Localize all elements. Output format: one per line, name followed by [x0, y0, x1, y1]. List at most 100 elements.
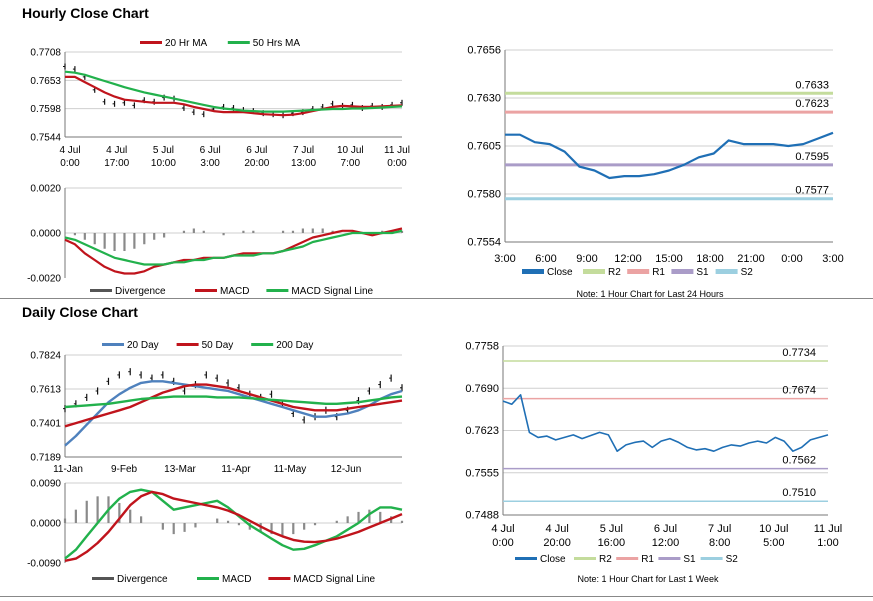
- hourly-ma-x-tick: 7:00: [341, 158, 361, 169]
- daily-ma-series-line: [64, 383, 403, 428]
- daily-pivot-x-tick: 16:00: [598, 537, 626, 549]
- bottom-divider: [0, 596, 873, 597]
- hourly-pivot-y-tick: 0.7605: [467, 141, 501, 153]
- daily-pivot-x-tick: 6 Jul: [654, 523, 677, 535]
- daily-macd-y-tick: 0.0000: [30, 519, 61, 530]
- daily-ma-series-line: [64, 380, 403, 447]
- daily-pivot-legend-label: R1: [641, 554, 654, 565]
- daily-section-title: Daily Close Chart: [22, 304, 138, 320]
- section-divider: [0, 298, 873, 299]
- hourly-pivot-y-tick: 0.7656: [467, 45, 501, 57]
- hourly-pivot-x-tick: 21:00: [737, 253, 765, 265]
- daily-pivot-x-tick: 1:00: [817, 537, 838, 549]
- hourly-pivot-x-tick: 3:00: [494, 253, 515, 265]
- daily-macd-y-tick: 0.0090: [30, 479, 61, 490]
- hourly-ma-x-tick: 13:00: [291, 158, 316, 169]
- hourly-ma-x-tick: 17:00: [104, 158, 129, 169]
- daily-pivot-level-label: 0.7674: [782, 385, 816, 397]
- daily-ma-legend-label: 20 Day: [127, 340, 159, 351]
- hourly-pivot-x-tick: 6:00: [535, 253, 556, 265]
- hourly-pivot-legend-label: Close: [547, 267, 573, 278]
- daily-ma-x-tick: 11-Jan: [53, 464, 83, 475]
- hourly-ma-x-tick: 4 Jul: [59, 145, 80, 156]
- hourly-ma-y-tick: 0.7544: [30, 133, 61, 144]
- hourly-pivot-legend-swatch: [583, 269, 605, 274]
- hourly-ma-x-tick: 11 Jul: [384, 145, 410, 156]
- daily-ma-x-tick: 12-Jun: [331, 464, 362, 475]
- daily-pivot-x-tick: 5:00: [763, 537, 784, 549]
- daily-ma-series-line: [64, 395, 403, 409]
- hourly-pivot-legend-swatch: [522, 269, 544, 274]
- hourly-pivot-x-tick: 3:00: [822, 253, 843, 265]
- hourly-ma-y-tick: 0.7708: [30, 48, 61, 59]
- hourly-pivot-close-line: [505, 131, 834, 180]
- hourly-ma-x-tick: 10 Jul: [337, 145, 364, 156]
- daily-pivot-y-tick: 0.7690: [465, 383, 499, 395]
- hourly-pivot-y-tick: 0.7554: [467, 237, 501, 249]
- hourly-macd-y-tick: 0.0000: [30, 229, 61, 240]
- hourly-macd-y-tick: 0.0020: [30, 184, 61, 195]
- hourly-pivot-level-label: 0.7595: [795, 151, 829, 163]
- hourly-pivot-y-tick: 0.7630: [467, 93, 501, 105]
- hourly-pivot-x-tick: 15:00: [655, 253, 683, 265]
- hourly-macd-legend-label: MACD: [220, 286, 249, 297]
- daily-pivot-x-tick: 12:00: [652, 537, 680, 549]
- daily-macd-y-tick: -0.0090: [27, 559, 61, 570]
- hourly-pivot-legend-swatch: [671, 269, 694, 274]
- daily-pivot-legend-label: Close: [540, 554, 566, 565]
- hourly-pivot-level-label: 0.7623: [795, 98, 829, 110]
- daily-pivot-y-tick: 0.7758: [465, 341, 499, 353]
- hourly-ma-series-line: [65, 75, 403, 117]
- hourly-ma-x-tick: 10:00: [151, 158, 176, 169]
- hourly-ma-series-line: [64, 70, 403, 113]
- hourly-macd-y-tick: -0.0020: [27, 274, 61, 285]
- daily-pivot-legend-label: S1: [683, 554, 696, 565]
- daily-pivot-y-tick: 0.7555: [465, 467, 499, 479]
- daily-pivot-x-tick: 4 Jul: [546, 523, 569, 535]
- daily-pivot-legend-label: S2: [726, 554, 739, 565]
- hourly-pivot-x-tick: 9:00: [576, 253, 597, 265]
- daily-ma-x-tick: 11-Apr: [221, 464, 251, 475]
- daily-ma-x-tick: 13-Mar: [164, 464, 196, 475]
- hourly-pivot-x-tick: 0:00: [781, 253, 802, 265]
- hourly-pivot-y-tick: 0.7580: [467, 189, 501, 201]
- hourly-ma-x-tick: 20:00: [244, 158, 269, 169]
- hourly-macd-series-line: [64, 229, 403, 266]
- hourly-ma-x-tick: 7 Jul: [293, 145, 314, 156]
- daily-pivot-x-tick: 20:00: [543, 537, 571, 549]
- hourly-section-title: Hourly Close Chart: [22, 5, 149, 21]
- hourly-pivot-legend-swatch: [715, 269, 738, 274]
- hourly-ma-y-tick: 0.7598: [30, 104, 61, 115]
- hourly-ma-x-tick: 3:00: [200, 158, 220, 169]
- hourly-pivot-note: Note: 1 Hour Chart for Last 24 Hours: [576, 289, 724, 299]
- daily-pivot-x-tick: 5 Jul: [600, 523, 623, 535]
- hourly-pivot-level-label: 0.7633: [795, 79, 829, 91]
- daily-pivot-x-tick: 7 Jul: [708, 523, 731, 535]
- daily-pivot-note: Note: 1 Hour Chart for Last 1 Week: [578, 574, 719, 584]
- hourly-macd-legend-label: Divergence: [115, 286, 166, 297]
- hourly-pivot-legend-label: S1: [696, 267, 709, 278]
- hourly-pivot-x-tick: 18:00: [696, 253, 724, 265]
- hourly-pivot-level-label: 0.7577: [795, 185, 829, 197]
- daily-pivot-legend-label: R2: [599, 554, 612, 565]
- daily-macd-legend-label: MACD Signal Line: [293, 574, 375, 585]
- hourly-ma-x-tick: 0:00: [387, 158, 407, 169]
- daily-macd-legend-label: MACD: [222, 574, 251, 585]
- hourly-ma-y-tick: 0.7653: [30, 76, 61, 87]
- daily-ma-y-tick: 0.7401: [30, 419, 61, 430]
- hourly-ma-x-tick: 4 Jul: [106, 145, 127, 156]
- hourly-pivot-x-tick: 12:00: [614, 253, 642, 265]
- hourly-ma-x-tick: 6 Jul: [200, 145, 221, 156]
- daily-pivot-level-label: 0.7734: [782, 347, 816, 359]
- hourly-ma-x-tick: 6 Jul: [246, 145, 267, 156]
- daily-ma-y-tick: 0.7824: [30, 351, 61, 362]
- daily-ma-y-tick: 0.7613: [30, 385, 61, 396]
- daily-pivot-x-tick: 0:00: [492, 537, 513, 549]
- daily-pivot-x-tick: 11 Jul: [814, 523, 843, 535]
- daily-ma-legend-label: 200 Day: [276, 340, 313, 351]
- daily-pivot-x-tick: 10 Jul: [759, 523, 788, 535]
- daily-pivot-level-label: 0.7562: [782, 455, 816, 467]
- daily-pivot-y-tick: 0.7488: [465, 510, 499, 522]
- daily-macd-series-line: [64, 490, 403, 562]
